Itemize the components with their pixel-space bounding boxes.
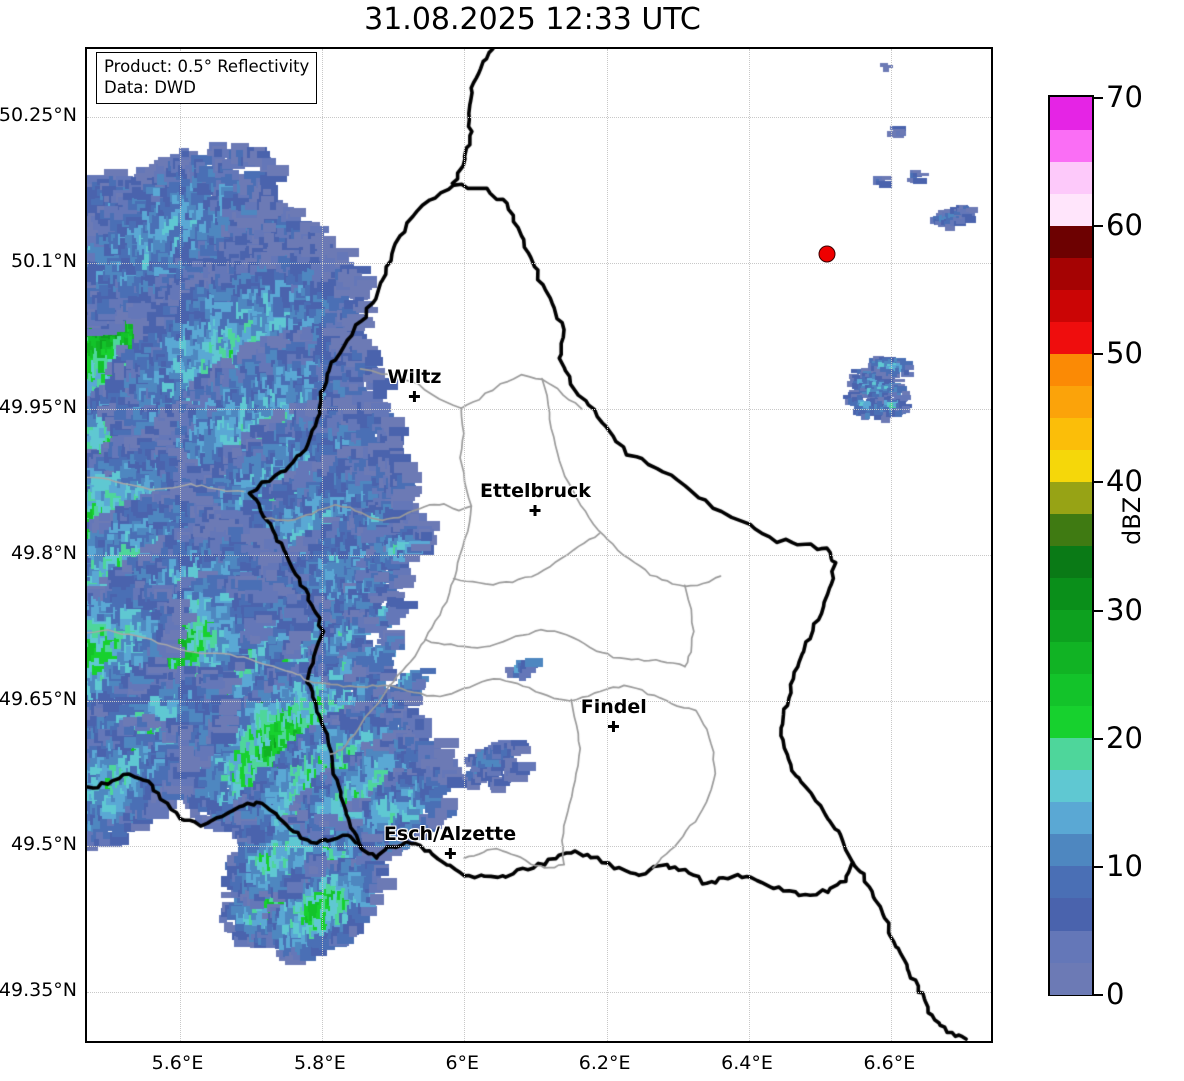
colorbar-tick-20 — [1094, 737, 1103, 740]
colorbar-segment-67.5-70 — [1050, 97, 1092, 130]
colorbar-segment-57.5-60 — [1050, 225, 1092, 258]
city-marker-findel: Findel — [580, 695, 647, 732]
gridline-horizontal-1 — [87, 262, 991, 264]
colorbar-segment-55-57.5 — [1050, 257, 1092, 290]
colorbar-tick-label-50: 50 — [1106, 336, 1143, 371]
product-line: Product: 0.5° Reflectivity — [104, 57, 310, 76]
x-tick-label-4: 6.4°E — [721, 1052, 773, 1074]
gridline-vertical-1 — [321, 49, 323, 1041]
colorbar-tick-10 — [1094, 865, 1103, 868]
colorbar-segment-5-7.5 — [1050, 897, 1092, 931]
city-marker-ettelbruck: Ettelbruck — [479, 480, 591, 517]
colorbar-segment-65-67.5 — [1050, 129, 1092, 162]
city-cross-icon — [608, 720, 620, 732]
x-tick-label-0: 5.6°E — [151, 1052, 204, 1074]
city-marker-wiltz: Wiltz — [387, 366, 442, 403]
city-label: Findel — [580, 695, 647, 718]
colorbar-segment-60-62.5 — [1050, 193, 1092, 226]
colorbar-segment-2.5-5 — [1050, 929, 1092, 963]
radar-reflectivity-canvas — [87, 49, 991, 1041]
colorbar-segment-52.5-55 — [1050, 289, 1092, 322]
gridline-horizontal-3 — [87, 554, 991, 556]
colorbar-segment-42.5-45 — [1050, 417, 1092, 450]
page-title: 31.08.2025 12:33 UTC — [364, 2, 701, 37]
colorbar-tick-40 — [1094, 481, 1103, 484]
y-tick-label-4: 49.65°N — [0, 687, 77, 710]
x-tick-label-3: 6.2°E — [578, 1052, 631, 1074]
city-cross-icon — [444, 848, 456, 860]
radar-site-marker — [818, 245, 836, 263]
data-source-line: Data: DWD — [104, 78, 196, 98]
colorbar-segment-15-17.5 — [1050, 769, 1092, 803]
colorbar-segment-27.5-30 — [1050, 609, 1092, 643]
colorbar-tick-label-10: 10 — [1106, 848, 1143, 883]
colorbar-segment-25-27.5 — [1050, 641, 1092, 675]
colorbar-segment-62.5-65 — [1050, 161, 1092, 194]
city-label: Esch/Alzette — [383, 823, 517, 846]
y-tick-label-1: 50.1°N — [10, 249, 77, 272]
x-tick-label-1: 5.8°E — [294, 1052, 346, 1074]
colorbar-tick-60 — [1094, 225, 1103, 228]
y-tick-label-2: 49.95°N — [0, 395, 77, 418]
gridline-vertical-3 — [606, 49, 608, 1041]
radar-map-plot: Wiltz Ettelbruck Findel Esch/Alzette — [85, 47, 993, 1043]
product-info-box: Product: 0.5° Reflectivity Data: DWD — [96, 52, 318, 104]
colorbar-segment-37.5-40 — [1050, 481, 1092, 515]
colorbar-segment-0-2.5 — [1050, 961, 1092, 995]
gridline-vertical-0 — [179, 49, 181, 1041]
colorbar-tick-label-40: 40 — [1106, 464, 1143, 499]
gridline-horizontal-2 — [87, 408, 991, 410]
city-marker-esch-alzette: Esch/Alzette — [383, 823, 517, 860]
colorbar-segment-45-47.5 — [1050, 385, 1092, 418]
city-cross-icon — [529, 505, 541, 517]
city-label: Wiltz — [387, 366, 442, 389]
gridline-vertical-5 — [891, 49, 893, 1041]
colorbar-segment-47.5-50 — [1050, 353, 1092, 386]
gridline-horizontal-4 — [87, 700, 991, 702]
y-tick-label-6: 49.35°N — [0, 979, 77, 1002]
colorbar-tick-label-70: 70 — [1106, 80, 1143, 114]
colorbar-segment-10-12.5 — [1050, 833, 1092, 867]
reflectivity-colorbar — [1048, 95, 1094, 996]
gridline-horizontal-0 — [87, 117, 991, 119]
colorbar-tick-label-30: 30 — [1106, 592, 1143, 627]
y-tick-label-5: 49.5°N — [10, 833, 77, 856]
colorbar-segment-17.5-20 — [1050, 737, 1092, 771]
colorbar-segment-12.5-15 — [1050, 801, 1092, 835]
colorbar-tick-label-0: 0 — [1106, 977, 1125, 1011]
city-label: Ettelbruck — [479, 480, 591, 503]
colorbar-segment-35-37.5 — [1050, 513, 1092, 547]
gridline-horizontal-5 — [87, 846, 991, 848]
colorbar-segment-7.5-10 — [1050, 865, 1092, 899]
y-tick-label-0: 50.25°N — [0, 104, 77, 127]
colorbar-segment-40-42.5 — [1050, 449, 1092, 483]
x-tick-label-5: 6.6°E — [863, 1052, 916, 1074]
x-tick-label-2: 6°E — [445, 1052, 480, 1074]
city-cross-icon — [408, 391, 420, 403]
colorbar-segment-32.5-35 — [1050, 545, 1092, 579]
colorbar-axis-label: dBZ — [1118, 496, 1146, 545]
colorbar-segment-20-22.5 — [1050, 705, 1092, 739]
colorbar-tick-70 — [1094, 97, 1103, 99]
colorbar-tick-50 — [1094, 353, 1103, 356]
gridline-vertical-4 — [748, 49, 750, 1041]
colorbar-tick-label-20: 20 — [1106, 720, 1143, 755]
gridline-vertical-2 — [464, 49, 466, 1041]
y-tick-label-3: 49.8°N — [10, 541, 77, 564]
colorbar-tick-0 — [1094, 994, 1103, 996]
colorbar-tick-30 — [1094, 609, 1103, 612]
colorbar-tick-label-60: 60 — [1106, 208, 1143, 243]
colorbar-segment-22.5-25 — [1050, 673, 1092, 707]
colorbar-segment-30-32.5 — [1050, 577, 1092, 611]
colorbar-segment-50-52.5 — [1050, 321, 1092, 354]
gridline-horizontal-6 — [87, 992, 991, 994]
